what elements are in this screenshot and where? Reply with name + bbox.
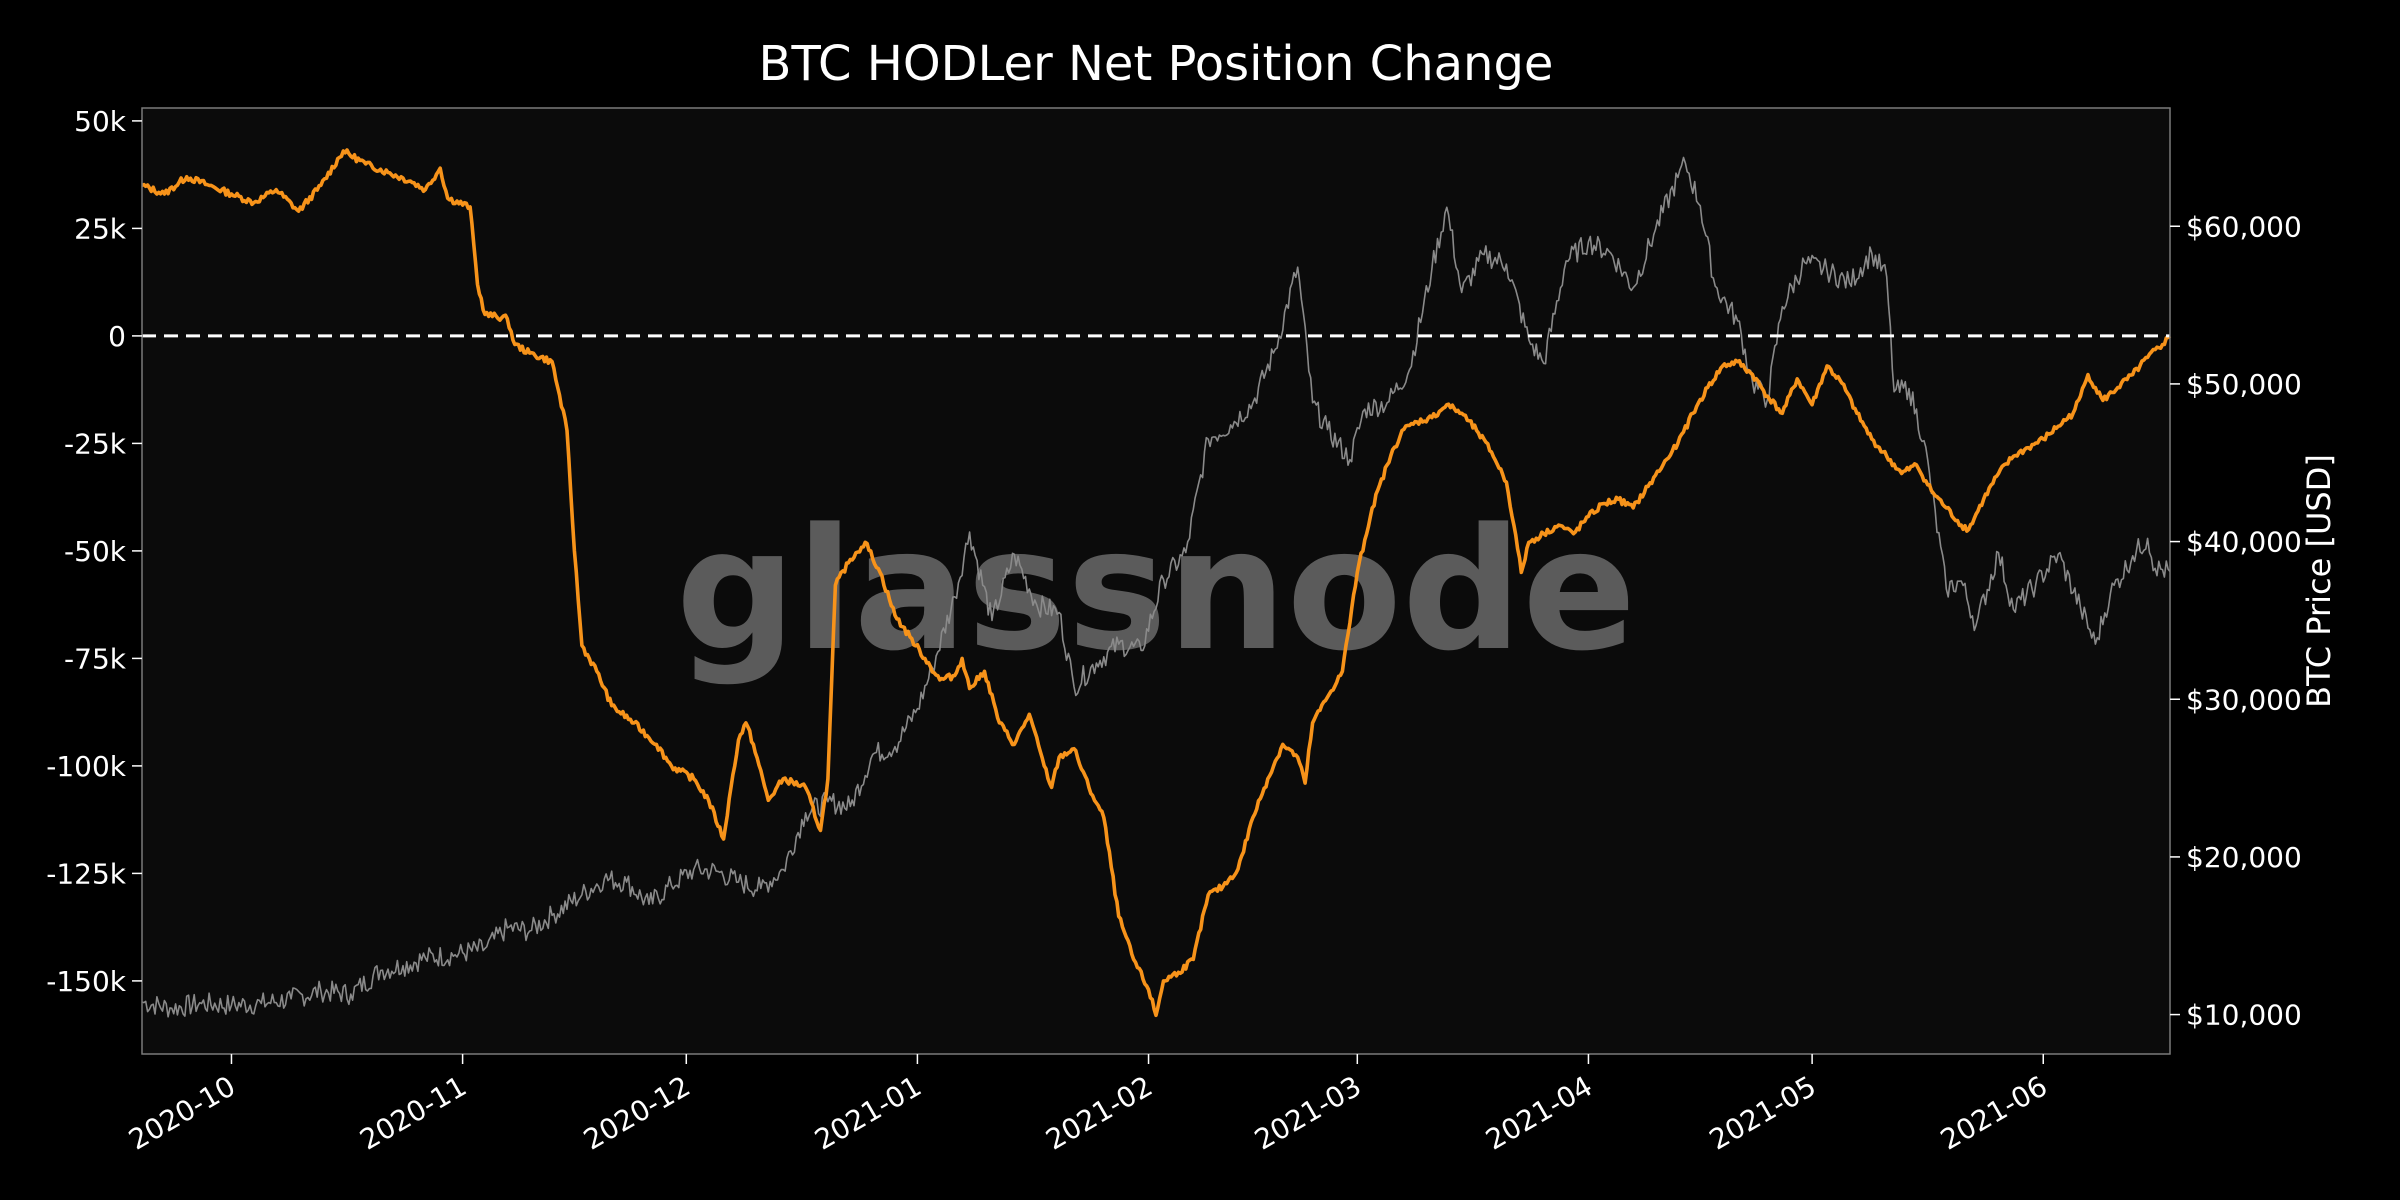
chart-title: BTC HODLer Net Position Change bbox=[759, 36, 1554, 92]
left-tick-label: -100k bbox=[46, 750, 127, 783]
right-tick-label: $60,000 bbox=[2186, 210, 2302, 243]
right-tick-label: $40,000 bbox=[2186, 526, 2302, 559]
left-tick-label: -150k bbox=[46, 965, 127, 998]
btc-price-series bbox=[141, 156, 2171, 1018]
plot-frame bbox=[141, 107, 2171, 1055]
left-tick-label: 25k bbox=[74, 212, 127, 245]
btc-price-line bbox=[141, 156, 2171, 1018]
net-position-line bbox=[141, 148, 2172, 1018]
right-tick-label: $30,000 bbox=[2186, 683, 2302, 716]
glassnode-watermark: glassnode bbox=[676, 492, 1636, 688]
left-tick-label: -125k bbox=[46, 857, 127, 890]
left-tick-label: -50k bbox=[64, 535, 127, 568]
right-tick-label: $50,000 bbox=[2186, 368, 2302, 401]
right-axis-label: BTC Price [USD] bbox=[2300, 454, 2338, 708]
net-position-series bbox=[141, 148, 2172, 1018]
right-y-axis: $60,000 $50,000 $40,000 $30,000 $20,000 $10,0… bbox=[2170, 210, 2302, 1032]
right-tick-label: $10,000 bbox=[2186, 999, 2302, 1032]
left-tick-label: -25k bbox=[64, 427, 127, 460]
left-y-axis: 50k 25k 0 -25k -50k -75k -100k -125k -150k bbox=[46, 105, 142, 998]
right-tick-label: $20,000 bbox=[2186, 841, 2302, 874]
left-tick-label: 50k bbox=[74, 105, 127, 138]
left-tick-label: -75k bbox=[64, 642, 127, 675]
left-tick-label: 0 bbox=[108, 320, 126, 353]
